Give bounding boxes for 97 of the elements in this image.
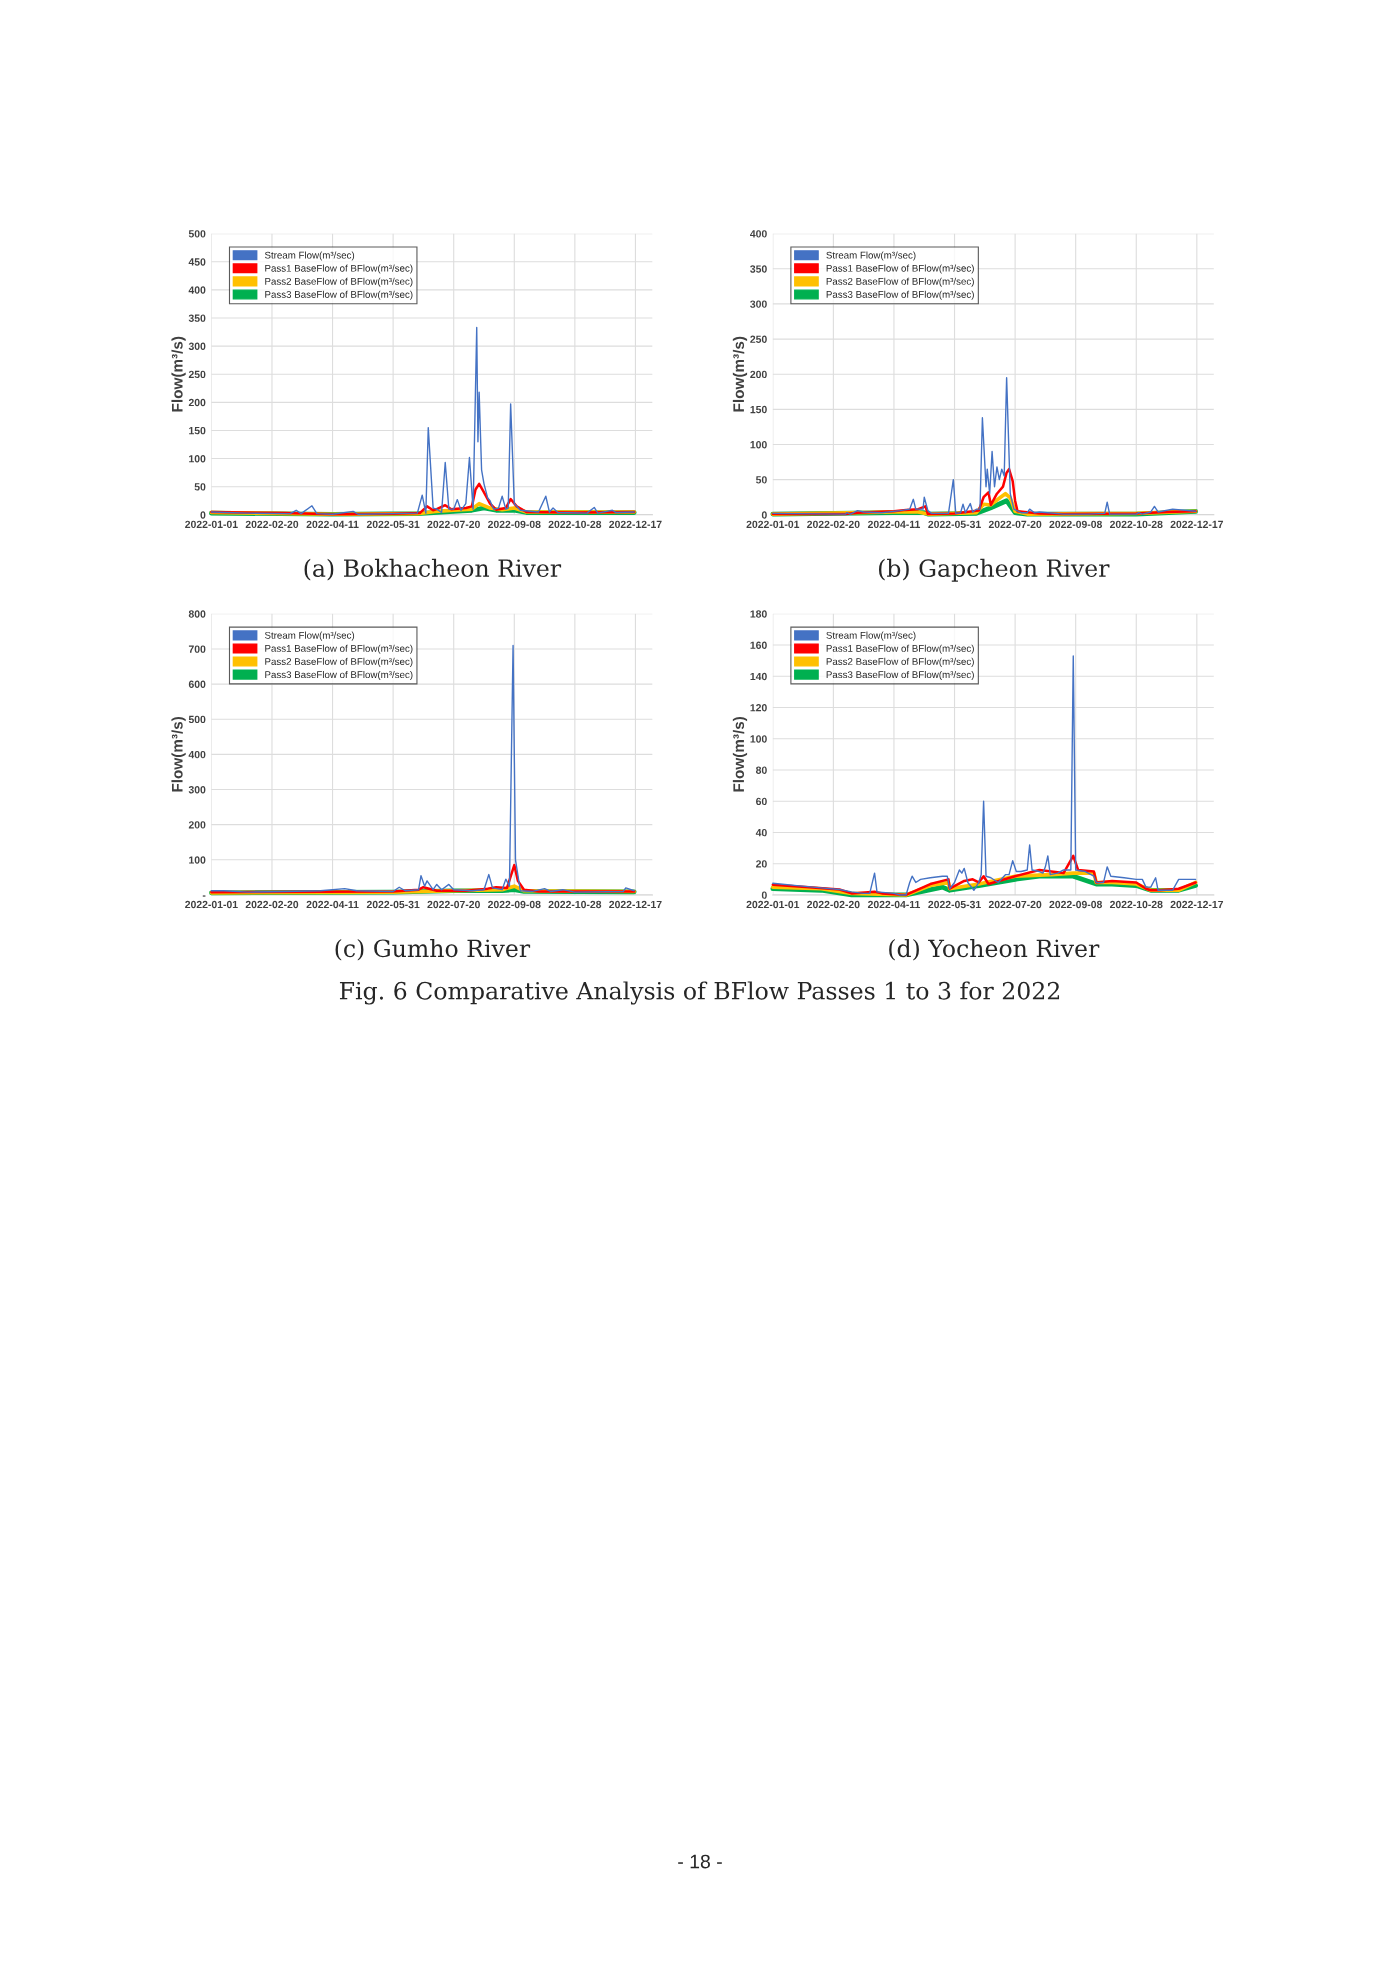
legend-label: Stream Flow(m³/sec)	[826, 251, 916, 261]
y-axis-title: Flow(m³/s)	[171, 336, 186, 412]
x-tick-label: 2022-04-11	[867, 900, 921, 909]
x-tick-label: 2022-09-08	[488, 520, 541, 529]
text: (b) Gapcheon River	[878, 558, 1110, 582]
legend-label: Stream Flow(m³/sec)	[264, 631, 355, 641]
legend-label: Pass2 BaseFlow of BFlow(m³/sec)	[826, 277, 974, 287]
legend-label: Pass2 BaseFlow of BFlow(m³/sec)	[826, 657, 974, 667]
y-tick-label: 100	[750, 735, 767, 743]
x-tick-label: 2022-09-08	[1049, 900, 1103, 909]
y-tick-label: 100	[750, 441, 767, 449]
x-tick-label: 2022-02-20	[245, 520, 299, 529]
x-tick-label: 2022-12-17	[1170, 520, 1224, 529]
x-tick-label: 2022-02-20	[245, 900, 299, 909]
x-tick-label: 2022-07-20	[988, 900, 1042, 909]
y-tick-label: 0	[200, 511, 206, 519]
x-tick-label: 2022-04-11	[306, 520, 359, 529]
y-tick-label: 400	[188, 286, 206, 294]
y-axis-title: Flow(m³/s)	[732, 716, 748, 792]
y-tick-label: 500	[188, 715, 206, 724]
text: (d) Yocheon River	[889, 938, 1100, 961]
y-tick-label: 500	[188, 230, 206, 238]
y-tick-label: 140	[750, 672, 767, 681]
y-tick-label: 200	[188, 398, 206, 407]
y-tick-label: 350	[750, 265, 767, 273]
legend-label: Pass1 BaseFlow of BFlow(m³/sec)	[265, 264, 413, 274]
legend-label: Pass3 BaseFlow of BFlow(m³/sec)	[265, 670, 413, 680]
legend-label: Pass3 BaseFlow of BFlow(m³/sec)	[826, 670, 974, 680]
y-axis-title: Flow(m³/s)	[171, 716, 186, 792]
legend-label: Pass2 BaseFlow of BFlow(m³/sec)	[265, 277, 413, 287]
x-tick-label: 2022-10-28	[548, 900, 602, 909]
x-tick-label: 2022-01-01	[746, 520, 800, 529]
x-tick-label: 2022-05-31	[366, 900, 420, 909]
y-tick-label: 300	[750, 300, 767, 308]
x-tick-label: 2022-12-17	[609, 900, 662, 909]
x-tick-label: 2022-04-11	[867, 520, 921, 529]
y-tick-label: 400	[188, 750, 206, 759]
x-tick-label: 2022-07-20	[427, 900, 480, 909]
x-tick-label: 2022-05-31	[928, 520, 981, 529]
text: (a) Bokhacheon River	[304, 558, 562, 581]
legend-label: Pass2 BaseFlow of BFlow(m³/sec)	[265, 657, 413, 667]
x-tick-label: 2022-09-08	[1049, 520, 1103, 529]
x-tick-label: 2022-10-28	[1109, 900, 1163, 909]
legend-label: Pass3 BaseFlow of BFlow(m³/sec)	[265, 290, 413, 300]
legend-label: Stream Flow(m³/sec)	[826, 631, 916, 641]
x-tick-label: 2022-12-17	[609, 520, 662, 529]
y-tick-label: 50	[194, 483, 206, 491]
x-tick-label: 2022-09-08	[488, 900, 541, 909]
y-axis-title: Flow(m³/s)	[732, 336, 748, 412]
text: - 18 -	[678, 1854, 722, 1869]
x-tick-label: 2022-01-01	[746, 900, 800, 909]
x-tick-label: 2022-10-28	[548, 520, 602, 529]
text: (c) Gumho River	[335, 938, 531, 961]
y-tick-label: 250	[188, 370, 206, 379]
legend-label: Pass3 BaseFlow of BFlow(m³/sec)	[826, 290, 974, 300]
y-tick-label: 0	[761, 511, 767, 519]
y-tick-label: 200	[188, 821, 206, 829]
y-tick-label: -	[202, 895, 206, 897]
y-tick-label: 300	[188, 342, 206, 350]
y-tick-label: 100	[189, 856, 206, 864]
legend-label: Pass1 BaseFlow of BFlow(m³/sec)	[826, 264, 974, 274]
y-tick-label: 400	[750, 230, 767, 238]
legend-label: Pass1 BaseFlow of BFlow(m³/sec)	[265, 644, 413, 654]
y-tick-label: 800	[188, 610, 206, 618]
y-tick-label: 0	[761, 891, 767, 899]
x-tick-label: 2022-07-20	[988, 520, 1042, 529]
y-tick-label: 20	[756, 860, 767, 868]
y-tick-label: 50	[755, 476, 767, 484]
legend-label: Pass1 BaseFlow of BFlow(m³/sec)	[826, 644, 974, 654]
y-tick-label: 250	[750, 335, 767, 343]
x-tick-label: 2022-05-31	[366, 520, 420, 529]
y-tick-label: 120	[750, 704, 767, 712]
y-tick-label: 350	[188, 314, 206, 322]
y-tick-label: 40	[755, 828, 767, 837]
y-tick-label: 150	[750, 405, 767, 414]
x-tick-label: 2022-02-20	[807, 520, 860, 529]
y-tick-label: 180	[750, 610, 767, 618]
y-tick-label: 160	[750, 641, 767, 649]
x-tick-label: 2022-04-11	[306, 900, 359, 909]
caption: Fig. 6 Comparative Analysis of BFlow Passes 1 to 3 for 2022	[339, 981, 1060, 1005]
x-tick-label: 2022-01-01	[185, 520, 238, 529]
y-tick-label: 450	[188, 258, 206, 266]
x-tick-label: 2022-10-28	[1109, 520, 1163, 529]
x-tick-label: 2022-02-20	[807, 900, 860, 909]
y-tick-label: 60	[756, 797, 767, 806]
y-tick-label: 300	[188, 786, 206, 794]
y-tick-label: 150	[189, 426, 206, 435]
y-tick-label: 80	[755, 766, 767, 774]
x-tick-label: 2022-01-01	[185, 900, 238, 909]
y-tick-label: 700	[188, 645, 206, 653]
legend-label: Stream Flow(m³/sec)	[264, 251, 355, 261]
x-tick-label: 2022-05-31	[928, 900, 981, 909]
y-tick-label: 200	[750, 370, 767, 379]
y-tick-label: 600	[188, 680, 206, 688]
x-tick-label: 2022-12-17	[1170, 900, 1224, 909]
x-tick-label: 2022-07-20	[427, 520, 480, 529]
y-tick-label: 100	[189, 455, 206, 463]
